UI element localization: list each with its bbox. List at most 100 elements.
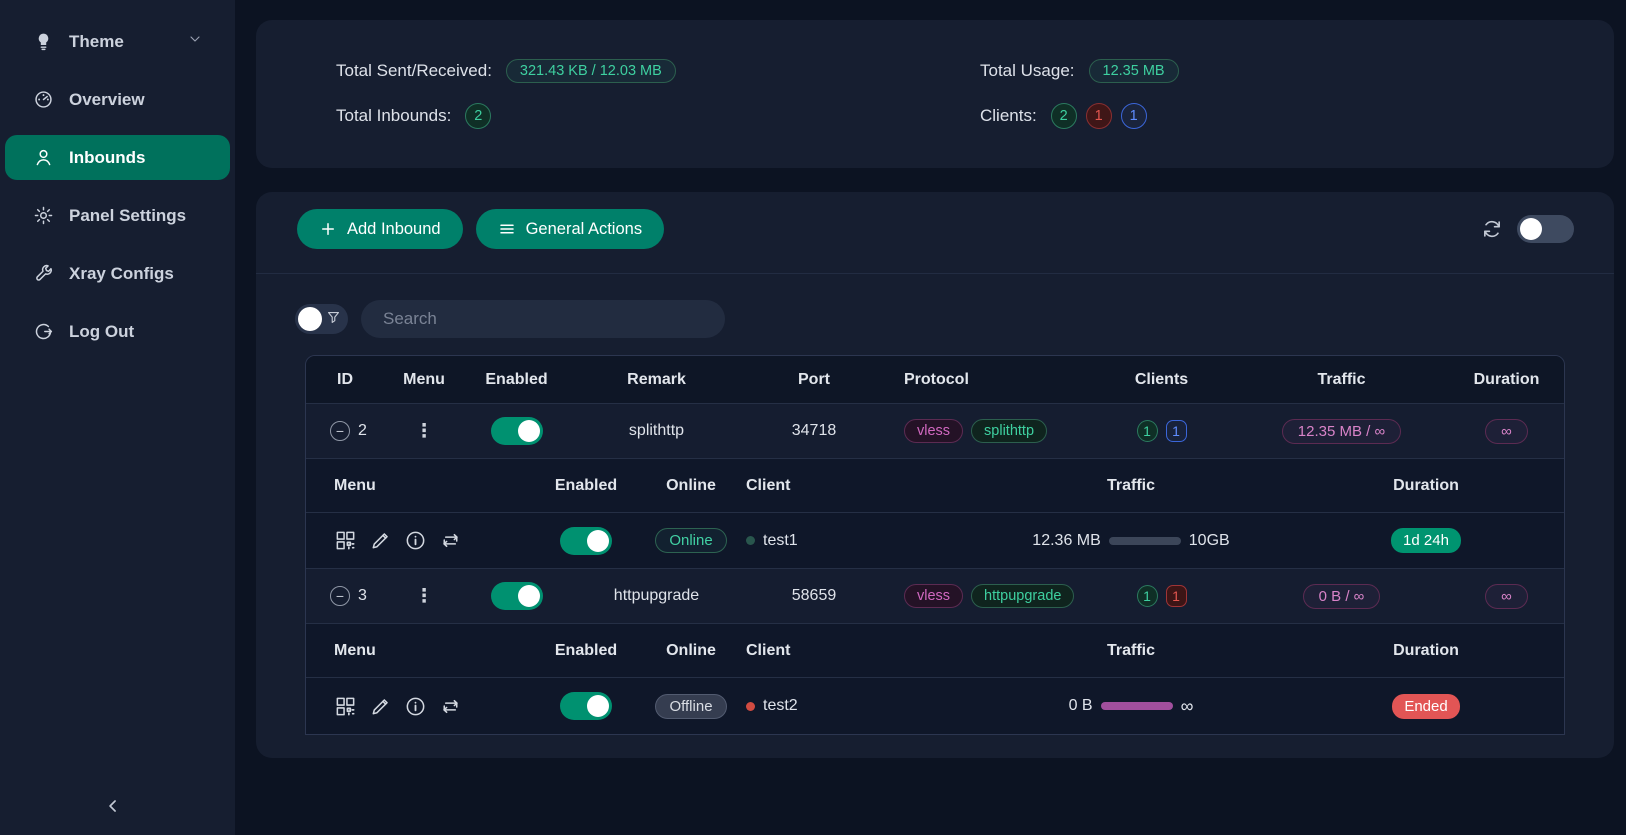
stat-label: Clients: <box>980 106 1037 125</box>
inbounds-table: ID Menu Enabled Remark Port Protocol Cli… <box>305 355 1565 735</box>
user-icon <box>32 147 54 169</box>
port-cell: 58659 <box>791 587 837 604</box>
gear-icon <box>32 205 54 227</box>
inbound-id: 2 <box>358 422 367 439</box>
clients-active-chip: 1 <box>1136 585 1158 607</box>
qr-code-icon[interactable] <box>334 529 357 552</box>
col-duration: Duration <box>1473 370 1540 388</box>
table-header-row: ID Menu Enabled Remark Port Protocol Cli… <box>306 356 1564 404</box>
traffic-used: 0 B <box>1068 697 1093 714</box>
client-actions <box>334 529 462 552</box>
col-traffic: Traffic <box>1317 370 1366 388</box>
sidebar-item-panel-settings[interactable]: Panel Settings <box>5 193 230 238</box>
traffic-cell: 12.35 MB / ∞ <box>1234 418 1449 444</box>
id-cell: − 2 <box>306 421 384 441</box>
bulb-icon <box>32 31 54 53</box>
client-menu-cell <box>306 695 516 718</box>
clients-depleted-chip: 1 <box>1165 585 1187 607</box>
clients-depleted-badge: 1 <box>1085 103 1112 129</box>
sidebar-item-overview[interactable]: Overview <box>5 77 230 122</box>
clients-cell: 1 1 <box>1089 585 1234 607</box>
col-duration: Duration <box>1393 476 1459 494</box>
col-menu: Menu <box>334 476 376 494</box>
search-row <box>256 274 1614 338</box>
inbound-enabled-toggle[interactable] <box>490 417 543 445</box>
duration-badge: 1d 24h <box>1391 528 1461 553</box>
client-status-dot <box>746 701 755 711</box>
duration-badge: ∞ <box>1485 583 1528 609</box>
collapse-row-button[interactable]: − <box>330 586 350 606</box>
clients-badges: 2 1 1 <box>1050 103 1147 129</box>
enabled-cell <box>464 582 569 610</box>
sidebar-item-label: Xray Configs <box>69 263 174 283</box>
toggle-knob <box>517 585 540 607</box>
sidebar-item-xray-configs[interactable]: Xray Configs <box>5 251 230 296</box>
remark-cell: httpupgrade <box>613 587 700 604</box>
client-enabled-toggle[interactable] <box>560 692 612 720</box>
sidebar-item-theme[interactable]: Theme <box>5 19 230 64</box>
edit-icon[interactable] <box>369 529 392 552</box>
reset-traffic-icon[interactable] <box>439 529 462 552</box>
refresh-icon[interactable] <box>1481 218 1503 240</box>
transport-badge: httpupgrade <box>971 584 1075 608</box>
auto-refresh-toggle[interactable] <box>1517 215 1574 243</box>
col-traffic: Traffic <box>1106 476 1155 494</box>
info-icon[interactable] <box>404 529 427 552</box>
client-online-cell: Online <box>655 528 727 553</box>
col-enabled: Enabled <box>485 370 548 388</box>
chevron-left-icon <box>103 800 123 820</box>
sidebar-item-label: Overview <box>69 89 145 109</box>
remark-cell: splithttp <box>628 422 685 439</box>
general-actions-button[interactable]: General Actions <box>475 209 665 249</box>
reset-traffic-icon[interactable] <box>439 695 462 718</box>
client-online-cell: Offline <box>655 693 727 719</box>
col-client: Client <box>746 641 791 659</box>
client-name-cell: test1 <box>726 532 946 550</box>
clients-active-badge: 2 <box>1050 103 1077 129</box>
client-actions <box>334 695 462 718</box>
traffic-used: 12.36 MB <box>1032 531 1101 549</box>
client-duration-cell: 1d 24h <box>1316 528 1536 553</box>
traffic-badge: 12.35 MB / ∞ <box>1281 418 1402 444</box>
sidebar-item-label: Log Out <box>69 321 135 341</box>
col-online: Online <box>666 641 716 659</box>
port-cell: 34718 <box>791 422 837 439</box>
client-duration-cell: Ended <box>1316 693 1536 719</box>
duration-cell: ∞ <box>1449 583 1564 609</box>
toggle-knob <box>298 307 322 331</box>
edit-icon[interactable] <box>369 695 392 718</box>
menu-lines-icon <box>498 220 516 238</box>
col-client: Client <box>746 476 791 494</box>
toggle-knob <box>1520 218 1542 240</box>
sidebar-collapse-button[interactable] <box>103 796 123 821</box>
search-input[interactable] <box>361 300 725 338</box>
traffic-total: 10GB <box>1188 531 1230 549</box>
stat-label: Total Sent/Received: <box>336 61 492 80</box>
wrench-icon <box>32 263 54 285</box>
col-enabled: Enabled <box>554 641 618 659</box>
qr-code-icon[interactable] <box>334 695 357 718</box>
client-name: test1 <box>763 531 798 549</box>
toggle-knob <box>587 695 609 717</box>
transport-badge: splithttp <box>971 419 1048 443</box>
info-icon[interactable] <box>404 695 427 718</box>
online-status-badge: Online <box>655 528 727 553</box>
traffic-progress-bar <box>1108 536 1181 545</box>
toggle-knob <box>517 420 540 442</box>
col-port: Port <box>798 370 830 388</box>
collapse-row-button[interactable]: − <box>330 421 350 441</box>
filter-toggle[interactable] <box>295 304 348 334</box>
dots-menu-icon[interactable]: ⋮ <box>414 585 434 607</box>
add-inbound-button[interactable]: Add Inbound <box>297 209 463 249</box>
sidebar-item-inbounds[interactable]: Inbounds <box>5 135 230 180</box>
client-traffic-cell: 0 B ∞ <box>946 696 1316 717</box>
inbounds-card: Add Inbound General Actions <box>256 192 1614 758</box>
dots-menu-icon[interactable]: ⋮ <box>414 420 434 442</box>
sidebar-item-logout[interactable]: Log Out <box>5 309 230 354</box>
duration-badge: ∞ <box>1485 418 1528 444</box>
client-enabled-toggle[interactable] <box>560 526 612 555</box>
clients-active-chip: 1 <box>1136 420 1158 442</box>
gauge-icon <box>32 89 54 111</box>
inbound-enabled-toggle[interactable] <box>490 582 543 610</box>
protocol-badge: vless <box>904 584 964 608</box>
